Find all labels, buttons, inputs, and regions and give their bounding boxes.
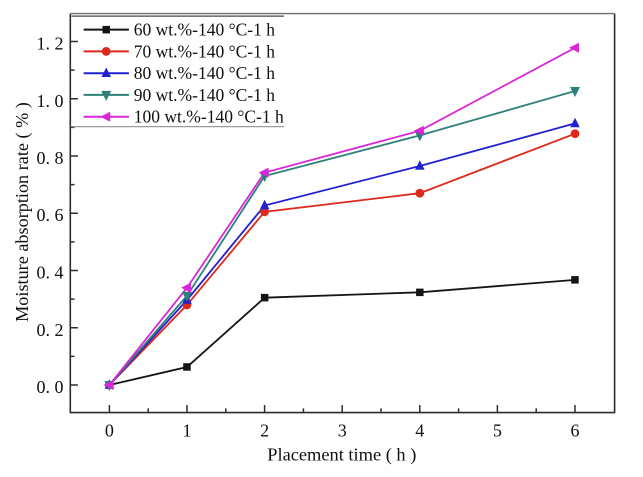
svg-text:100 wt.%-140 °C-1 h: 100 wt.%-140 °C-1 h <box>134 107 284 127</box>
svg-text:1. 0: 1. 0 <box>37 91 64 111</box>
svg-text:0: 0 <box>105 421 114 441</box>
svg-text:1: 1 <box>183 421 192 441</box>
svg-text:5: 5 <box>493 421 502 441</box>
svg-text:4: 4 <box>415 421 424 441</box>
svg-text:2: 2 <box>260 421 269 441</box>
svg-text:1. 2: 1. 2 <box>37 34 64 54</box>
svg-text:0. 0: 0. 0 <box>37 377 64 397</box>
svg-text:80 wt.%-140 °C-1 h: 80 wt.%-140 °C-1 h <box>134 63 275 83</box>
svg-text:0. 4: 0. 4 <box>37 263 64 283</box>
svg-text:0. 8: 0. 8 <box>37 148 64 168</box>
svg-text:6: 6 <box>571 421 580 441</box>
svg-text:Placement time ( h ): Placement time ( h ) <box>267 445 416 466</box>
svg-text:0. 2: 0. 2 <box>37 320 64 340</box>
svg-text:3: 3 <box>338 421 347 441</box>
svg-text:0. 6: 0. 6 <box>37 205 64 225</box>
svg-text:70 wt.%-140 °C-1 h: 70 wt.%-140 °C-1 h <box>134 41 275 61</box>
svg-text:Moisture absorption rate ( % ): Moisture absorption rate ( % ) <box>12 102 33 322</box>
svg-text:90 wt.%-140 °C-1 h: 90 wt.%-140 °C-1 h <box>134 85 275 105</box>
svg-text:60 wt.%-140 °C-1 h: 60 wt.%-140 °C-1 h <box>134 20 275 40</box>
